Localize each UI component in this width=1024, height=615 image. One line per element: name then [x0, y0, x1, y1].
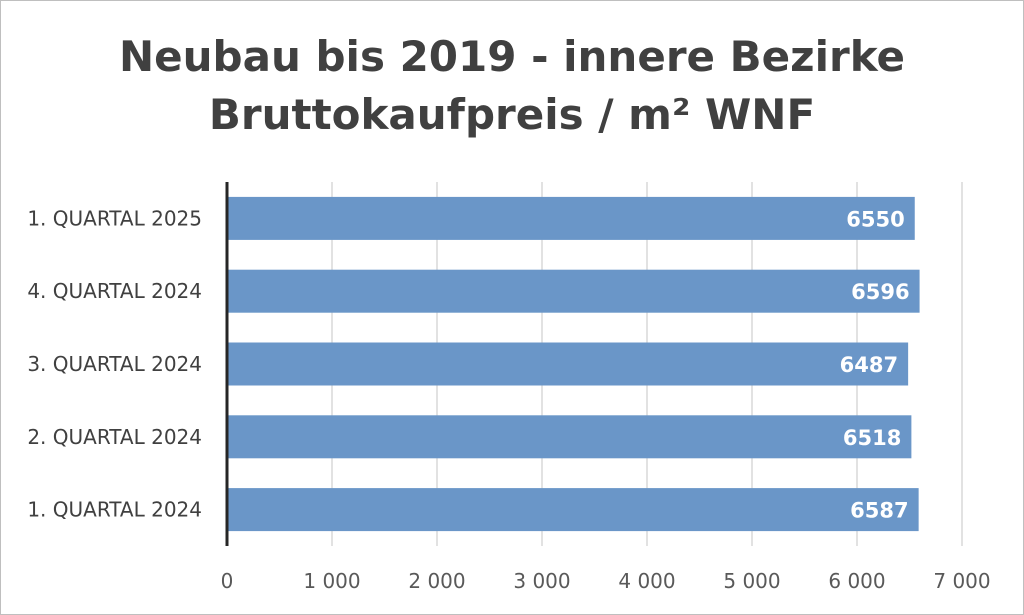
- bar: [227, 415, 912, 459]
- chart-title: Neubau bis 2019 - innere Bezirke: [119, 32, 905, 81]
- category-label: 1. QUARTAL 2025: [27, 206, 202, 230]
- bar: [227, 196, 915, 240]
- data-label: 6550: [846, 207, 904, 231]
- data-label: 6487: [840, 353, 898, 377]
- x-tick-label: 3 000: [513, 569, 570, 593]
- chart-title-block: Neubau bis 2019 - innere Bezirke Bruttok…: [0, 28, 1024, 144]
- x-tick-label: 0: [221, 569, 234, 593]
- bar: [227, 269, 920, 313]
- category-label: 1. QUARTAL 2024: [27, 498, 202, 522]
- category-label: 4. QUARTAL 2024: [27, 279, 202, 303]
- category-labels: 1. QUARTAL 2025 4. QUARTAL 2024 3. QUARTAL…: [27, 206, 202, 521]
- data-label: 6596: [851, 280, 909, 304]
- bar: [227, 342, 909, 386]
- x-tick-label: 5 000: [723, 569, 780, 593]
- chart-subtitle: Bruttokaufpreis / m² WNF: [208, 90, 816, 139]
- bars: 6550 6596 6487 6518 6587: [227, 196, 920, 532]
- category-label: 2. QUARTAL 2024: [27, 425, 202, 449]
- x-tick-label: 7 000: [933, 569, 990, 593]
- x-tick-label: 2 000: [408, 569, 465, 593]
- x-tick-label: 1 000: [303, 569, 360, 593]
- bar: [227, 488, 919, 532]
- data-label: 6587: [850, 499, 908, 523]
- x-tick-labels: 0 1 000 2 000 3 000 4 000 5 000 6 000 7 000: [221, 569, 991, 593]
- data-label: 6518: [843, 426, 901, 450]
- x-tick-label: 6 000: [828, 569, 885, 593]
- x-tick-label: 4 000: [618, 569, 675, 593]
- category-label: 3. QUARTAL 2024: [27, 352, 202, 376]
